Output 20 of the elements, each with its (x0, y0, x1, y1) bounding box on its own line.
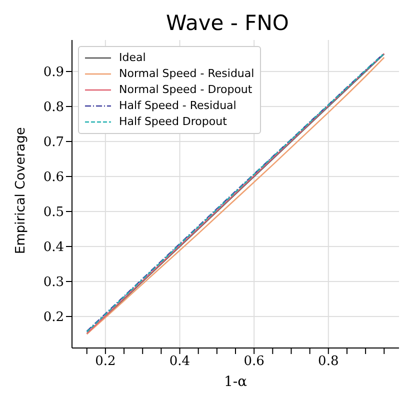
x-axis-title: 1-α (224, 374, 248, 390)
y-tick-label: 0.9 (43, 65, 64, 80)
legend-label: Half Speed - Residual (119, 98, 236, 114)
x-tick-label: 0.8 (318, 354, 339, 370)
y-tick-label: 0.2 (43, 310, 64, 326)
y-tick-label: 0.5 (43, 205, 64, 220)
legend-label: Half Speed Dropout (119, 114, 227, 130)
x-tick-label: 0.6 (244, 354, 264, 370)
y-tick-label: 0.8 (43, 100, 64, 116)
y-tick-label: 0.4 (43, 240, 64, 256)
legend-label: Normal Speed - Dropout (119, 82, 252, 98)
y-tick-label: 0.3 (43, 275, 64, 290)
chart-title: Wave - FNO (165, 10, 290, 37)
legend-label: Normal Speed - Residual (119, 66, 254, 82)
y-tick-label: 0.6 (43, 170, 64, 186)
x-tick-label: 0.4 (169, 354, 190, 370)
y-tick-label: 0.7 (43, 135, 64, 150)
x-tick-label: 0.2 (95, 354, 116, 370)
legend-label: Ideal (119, 50, 146, 66)
y-axis-title: Empirical Coverage (14, 127, 29, 254)
